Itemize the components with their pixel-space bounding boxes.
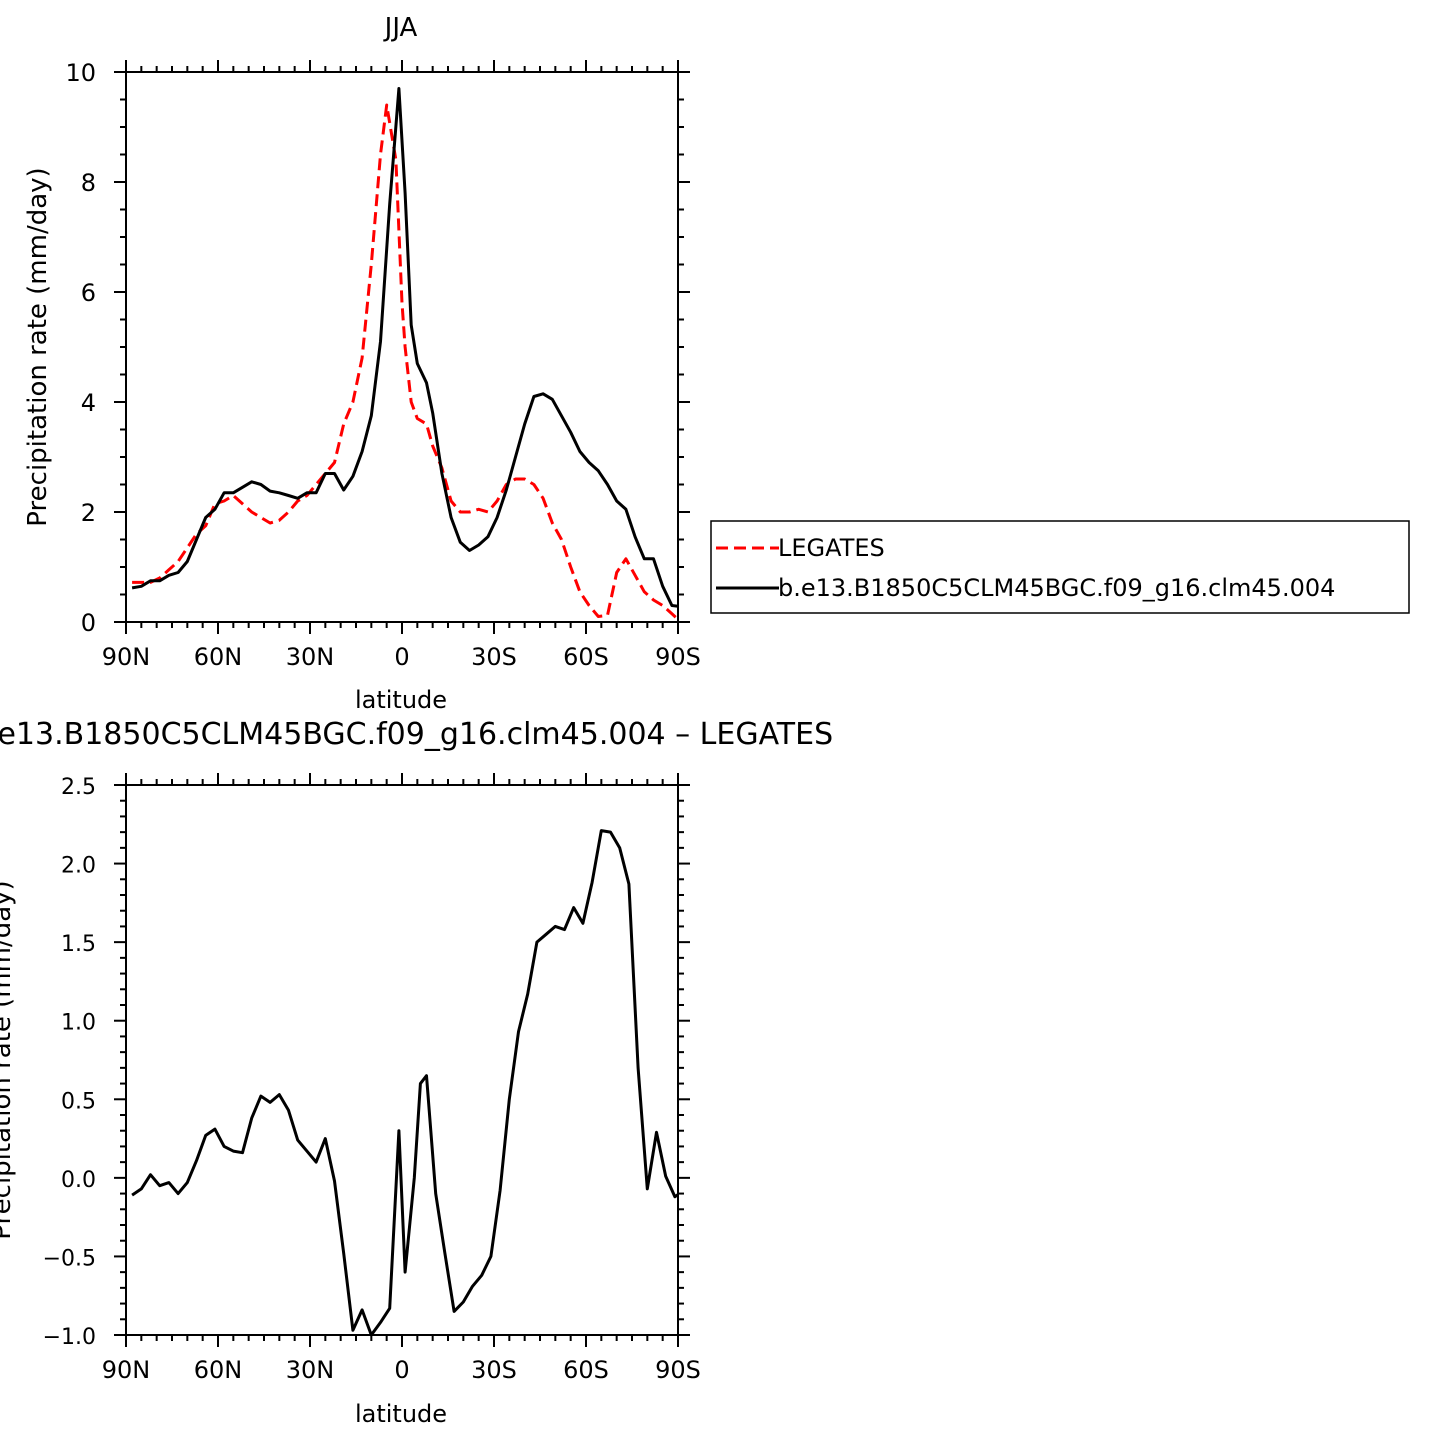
- y-tick-label: 0.0: [61, 1168, 96, 1193]
- x-tick-label: 90S: [655, 643, 701, 671]
- x-tick-label: 30S: [471, 1356, 517, 1384]
- y-tick-label: 0.5: [61, 1089, 96, 1114]
- legend-box: [710, 520, 1410, 614]
- y-tick-label: 2.5: [61, 775, 96, 800]
- legend: LEGATES b.e13.B1850C5CLM45BGC.f09_g16.cl…: [710, 520, 1410, 614]
- x-tick-label: 0: [394, 643, 409, 671]
- y-tick-label: 8: [81, 169, 96, 197]
- x-tick-label: 30N: [286, 643, 335, 671]
- y-tick-label: 2: [81, 499, 96, 527]
- series-line-0-1: [131, 87, 678, 608]
- bottom-panel: b.e13.B1850C5CLM45BGC.f09_g16.clm45.004 …: [0, 717, 833, 1428]
- x-tick-label: 90N: [102, 1356, 151, 1384]
- x-tick-label: 90N: [102, 643, 151, 671]
- legend-label-legates: LEGATES: [778, 534, 885, 562]
- bottom-plot-area: 90N 60N 30N 0 30S 60S 90S −1.0 −0.5 0.0 0.5 1.0 1.5 2…: [43, 773, 701, 1384]
- x-tick-label: 60S: [563, 1356, 609, 1384]
- x-tick-label: 60N: [194, 643, 243, 671]
- y-tick-label: −0.5: [43, 1246, 96, 1271]
- series-line-1-0: [131, 829, 678, 1337]
- series-line-0-0: [132, 103, 678, 621]
- x-tick-label: 60S: [563, 643, 609, 671]
- legend-label-model: b.e13.B1850C5CLM45BGC.f09_g16.clm45.004: [778, 574, 1335, 602]
- y-tick-label: 2.0: [61, 854, 96, 879]
- x-tick-label: 90S: [655, 1356, 701, 1384]
- y-tick-label: −1.0: [43, 1325, 96, 1350]
- x-tick-label: 60N: [194, 1356, 243, 1384]
- top-y-axis-label: Precipitation rate (mm/day): [23, 167, 53, 526]
- x-tick-label: 30S: [471, 643, 517, 671]
- y-tick-label: 4: [81, 389, 96, 417]
- y-tick-label: 0: [81, 609, 96, 637]
- y-tick-label: 1.0: [61, 1011, 96, 1036]
- y-tick-label: 10: [65, 59, 96, 87]
- bottom-x-axis-label: latitude: [355, 1400, 447, 1428]
- y-tick-label: 6: [81, 279, 96, 307]
- x-tick-label: 0: [394, 1356, 409, 1384]
- top-chart-title: JJA: [383, 13, 418, 43]
- x-tick-label: 30N: [286, 1356, 335, 1384]
- top-plot-area: 90N 60N 30N 0 30S 60S 90S 0 2 4 6 8 10: [65, 59, 700, 671]
- bottom-y-axis-label: Precipitation rate (mm/day): [0, 880, 17, 1239]
- y-tick-label: 1.5: [61, 932, 96, 957]
- bottom-chart-title: b.e13.B1850C5CLM45BGC.f09_g16.clm45.004 …: [0, 717, 833, 752]
- top-x-axis-label: latitude: [355, 686, 447, 714]
